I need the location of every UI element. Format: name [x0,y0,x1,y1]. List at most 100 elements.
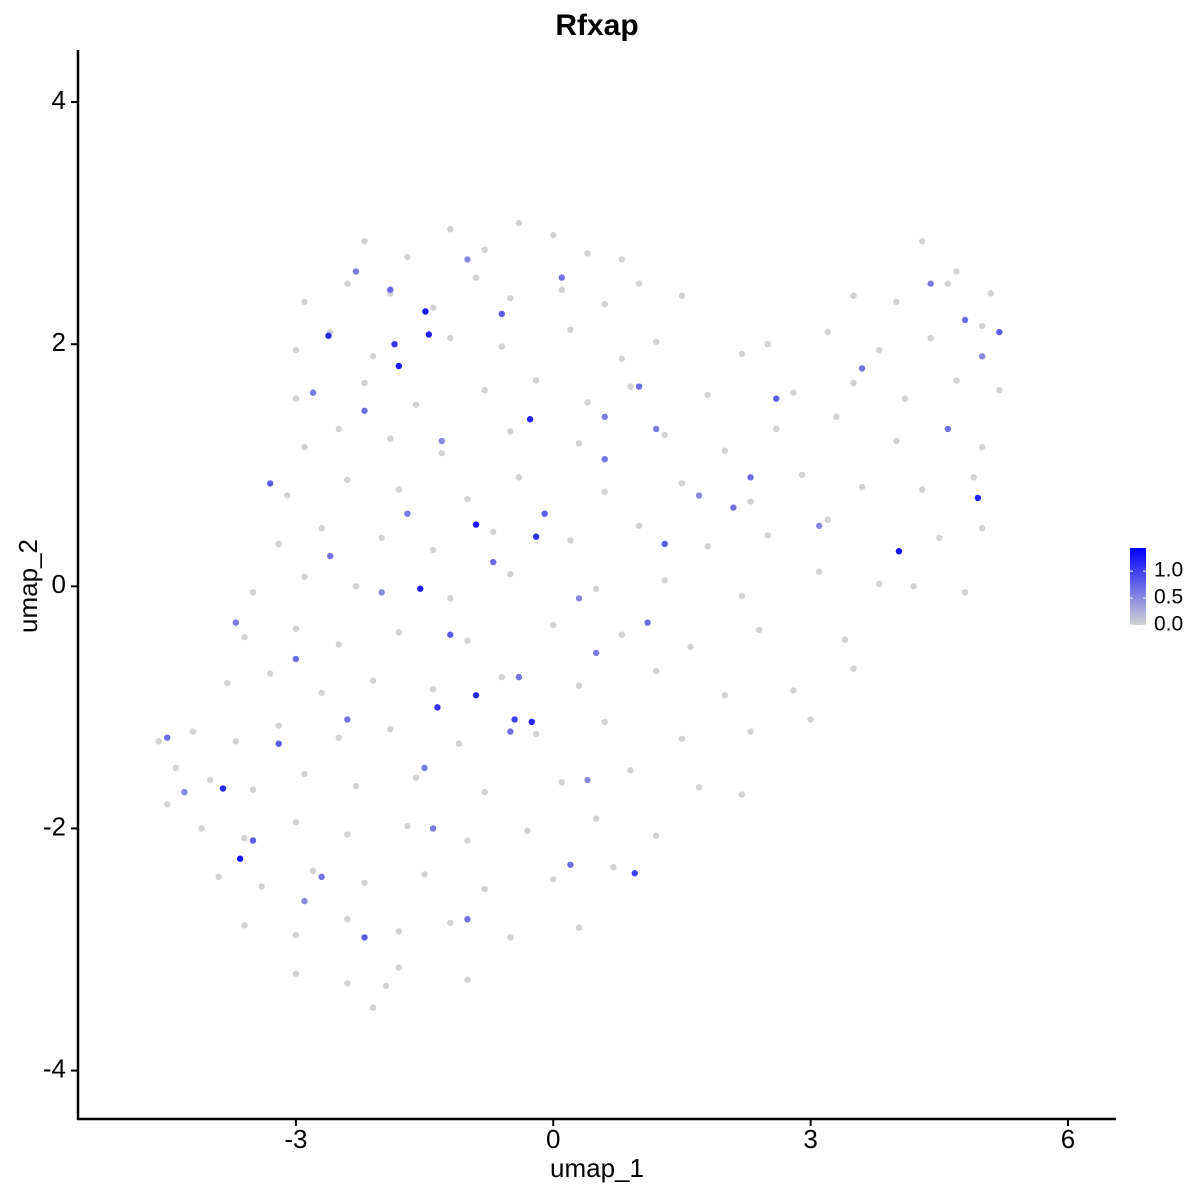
cell-point [318,689,325,697]
x-tick-label: 6 [1061,1124,1075,1154]
x-tick-label: -3 [284,1124,307,1154]
cell-point [498,673,505,681]
x-tick-label: 3 [803,1124,817,1154]
cell-point [275,540,282,548]
cell-point [155,738,162,745]
cell-point [498,343,505,350]
cell-point [755,626,763,634]
cell-point [215,873,222,881]
cell-point [352,583,360,590]
cell-point [918,238,926,245]
cell-point [850,379,857,387]
cell-point [395,928,403,935]
colorbar-label: 1.0 [1154,559,1183,582]
cell-point [944,425,952,433]
cell-point [301,298,308,306]
cell-point [978,525,986,532]
cell-point [695,784,703,791]
cell-point [292,395,300,402]
cell-point [773,395,780,402]
cell-point [447,919,454,927]
y-tick-label: -4 [43,1053,66,1083]
cell-point [824,516,831,523]
cell-point [961,589,969,596]
cell-point [241,922,248,929]
cell-point [541,510,548,517]
cell-point [429,686,437,693]
cell-point [395,964,403,971]
cell-point [841,636,849,643]
cell-point [936,534,943,542]
cell-point [361,879,368,887]
cell-point [387,725,394,733]
cell-point [644,619,651,626]
cell-point [747,474,754,481]
cell-point [224,679,231,687]
cell-point [378,534,385,542]
cell-point [344,476,351,483]
cell-point [395,486,403,493]
cell-point [266,480,274,487]
cell-point [953,268,960,275]
cell-point [970,474,977,481]
cell-point [747,728,754,735]
cell-point [652,832,660,839]
cell-point [918,486,926,493]
cell-point [335,734,342,741]
cell-point [747,498,754,505]
cell-point [318,525,325,532]
cell-point [961,316,969,324]
cell-point [249,786,257,793]
cell-point [344,831,351,838]
cell-point [978,322,986,330]
cell-point [721,447,729,454]
cell-point [532,730,540,738]
cell-point [738,791,746,798]
y-axis-label: umap_2 [13,539,43,633]
cell-point [850,292,857,299]
cell-point [652,338,660,345]
cell-point [661,540,668,548]
cell-point [172,764,179,772]
cell-point [404,510,411,517]
cell-point [610,863,617,871]
cell-point [292,970,300,977]
cell-point [704,391,711,399]
cell-point [301,573,308,580]
cell-point [511,716,518,723]
cell-point [236,855,244,862]
cell-point [618,631,626,638]
cell-point [429,546,437,554]
cell-point [369,1004,377,1011]
cell-point [661,577,668,584]
cell-point [292,931,300,939]
cell-point [464,837,471,844]
cell-point [927,334,934,342]
cell-point [661,431,668,439]
cell-point [344,980,351,987]
cell-point [464,256,471,263]
cell-point [601,455,608,463]
cell-point [249,589,257,596]
cell-point [526,416,534,423]
cell-point [790,687,797,694]
cell-point [464,916,471,923]
cell-point [507,571,514,578]
cell-point [429,304,437,312]
cell-point [773,425,780,433]
cell-point [695,492,703,499]
cell-point [352,268,360,275]
cell-point [275,740,282,747]
cell-point [798,471,806,479]
cell-point [790,389,797,396]
cell-point [275,722,282,729]
chart-title: Rfxap [555,9,638,42]
cell-point [292,655,300,663]
cell-point [266,670,274,677]
cell-point [974,494,982,502]
cell-point [996,328,1003,336]
x-tick-label: 0 [546,1124,560,1154]
colorbar [1130,548,1146,625]
cell-point [738,350,746,358]
cell-point [429,825,437,832]
